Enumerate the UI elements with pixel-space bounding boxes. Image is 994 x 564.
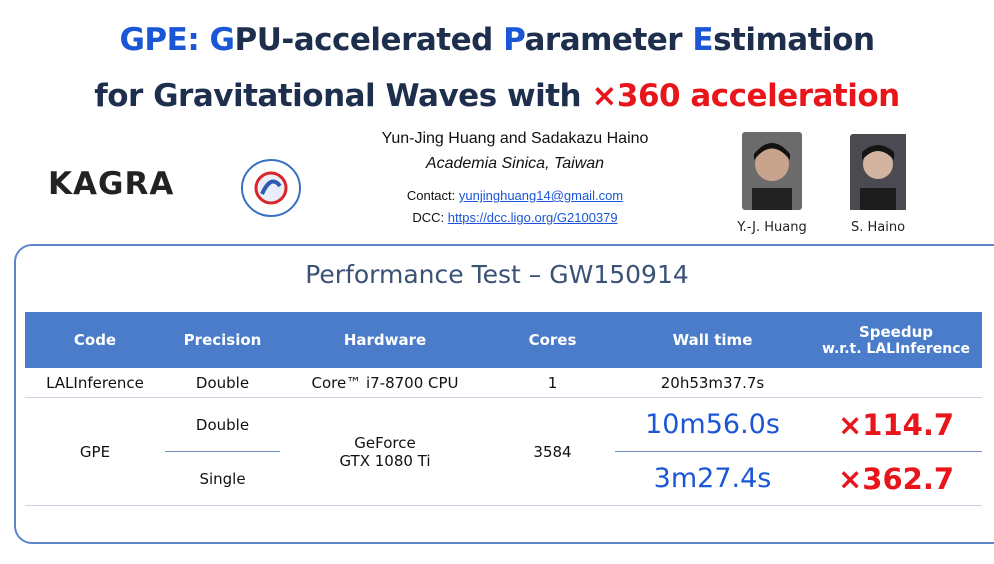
cell: 3m27.4s <box>615 452 810 506</box>
title-part: P <box>503 22 524 58</box>
cell: Single <box>165 452 280 506</box>
header-line: w.r.t. LALInference <box>810 341 982 357</box>
cell <box>810 368 982 398</box>
title-line-2: for Gravitational Waves with ×360 accele… <box>0 78 994 114</box>
photo-caption: S. Haino <box>828 220 928 235</box>
cell: 1 <box>490 368 615 398</box>
cell: ×362.7 <box>810 452 982 506</box>
cell: ×114.7 <box>810 398 982 452</box>
cell-line: GeForce <box>280 434 490 452</box>
performance-table: Code Precision Hardware Cores Wall time … <box>25 312 982 506</box>
header-line: Speedup <box>810 323 982 341</box>
institute-logo <box>240 158 302 218</box>
dcc: DCC: https://dcc.ligo.org/G2100379 <box>330 210 700 225</box>
kagra-logo: KAGRA <box>48 166 174 202</box>
cell: 3584 <box>490 398 615 506</box>
contact: Contact: yunjinghuang14@gmail.com <box>330 188 700 203</box>
cell-line: GTX 1080 Ti <box>280 452 490 470</box>
column-header: Wall time <box>615 312 810 368</box>
cell: Double <box>165 398 280 452</box>
dcc-label: DCC: <box>412 210 444 225</box>
column-header: Cores <box>490 312 615 368</box>
page: {"header":{"title_line1":["GPE: ","G","P… <box>0 0 994 564</box>
column-header: Code <box>25 312 165 368</box>
title-part: PU-accelerated <box>234 22 503 58</box>
contact-label: Contact: <box>407 188 455 203</box>
photo-caption: Y.-J. Huang <box>722 220 822 235</box>
title-part: G <box>210 22 235 58</box>
photo <box>742 132 802 210</box>
cell: Double <box>165 368 280 398</box>
title-part: arameter <box>525 22 693 58</box>
cell: 20h53m37.7s <box>615 368 810 398</box>
title-part: stimation <box>713 22 874 58</box>
title-part: GPE: <box>119 22 209 58</box>
cell: LALInference <box>25 368 165 398</box>
dcc-link[interactable]: https://dcc.ligo.org/G2100379 <box>448 210 618 225</box>
title-line-1: GPE: GPU-accelerated Parameter Estimatio… <box>0 22 994 58</box>
column-header: Precision <box>165 312 280 368</box>
photo <box>850 134 910 212</box>
title-part: E <box>692 22 713 58</box>
cell: GPE <box>25 398 165 506</box>
cell: Core™ i7-8700 CPU <box>280 368 490 398</box>
affiliation: Academia Sinica, Taiwan <box>330 155 700 173</box>
column-header: Hardware <box>280 312 490 368</box>
title-part: for Gravitational Waves with <box>94 78 591 114</box>
cell: 10m56.0s <box>615 398 810 452</box>
title-part: ×360 acceleration <box>591 78 899 114</box>
row: LALInference Double Core™ i7-8700 CPU 1 … <box>25 368 982 398</box>
section-title: Performance Test – GW150914 <box>0 260 994 289</box>
header-row: Code Precision Hardware Cores Wall time … <box>25 312 982 368</box>
email-link[interactable]: yunjinghuang14@gmail.com <box>459 188 623 203</box>
authors: Yun-Jing Huang and Sadakazu Haino <box>330 130 700 148</box>
